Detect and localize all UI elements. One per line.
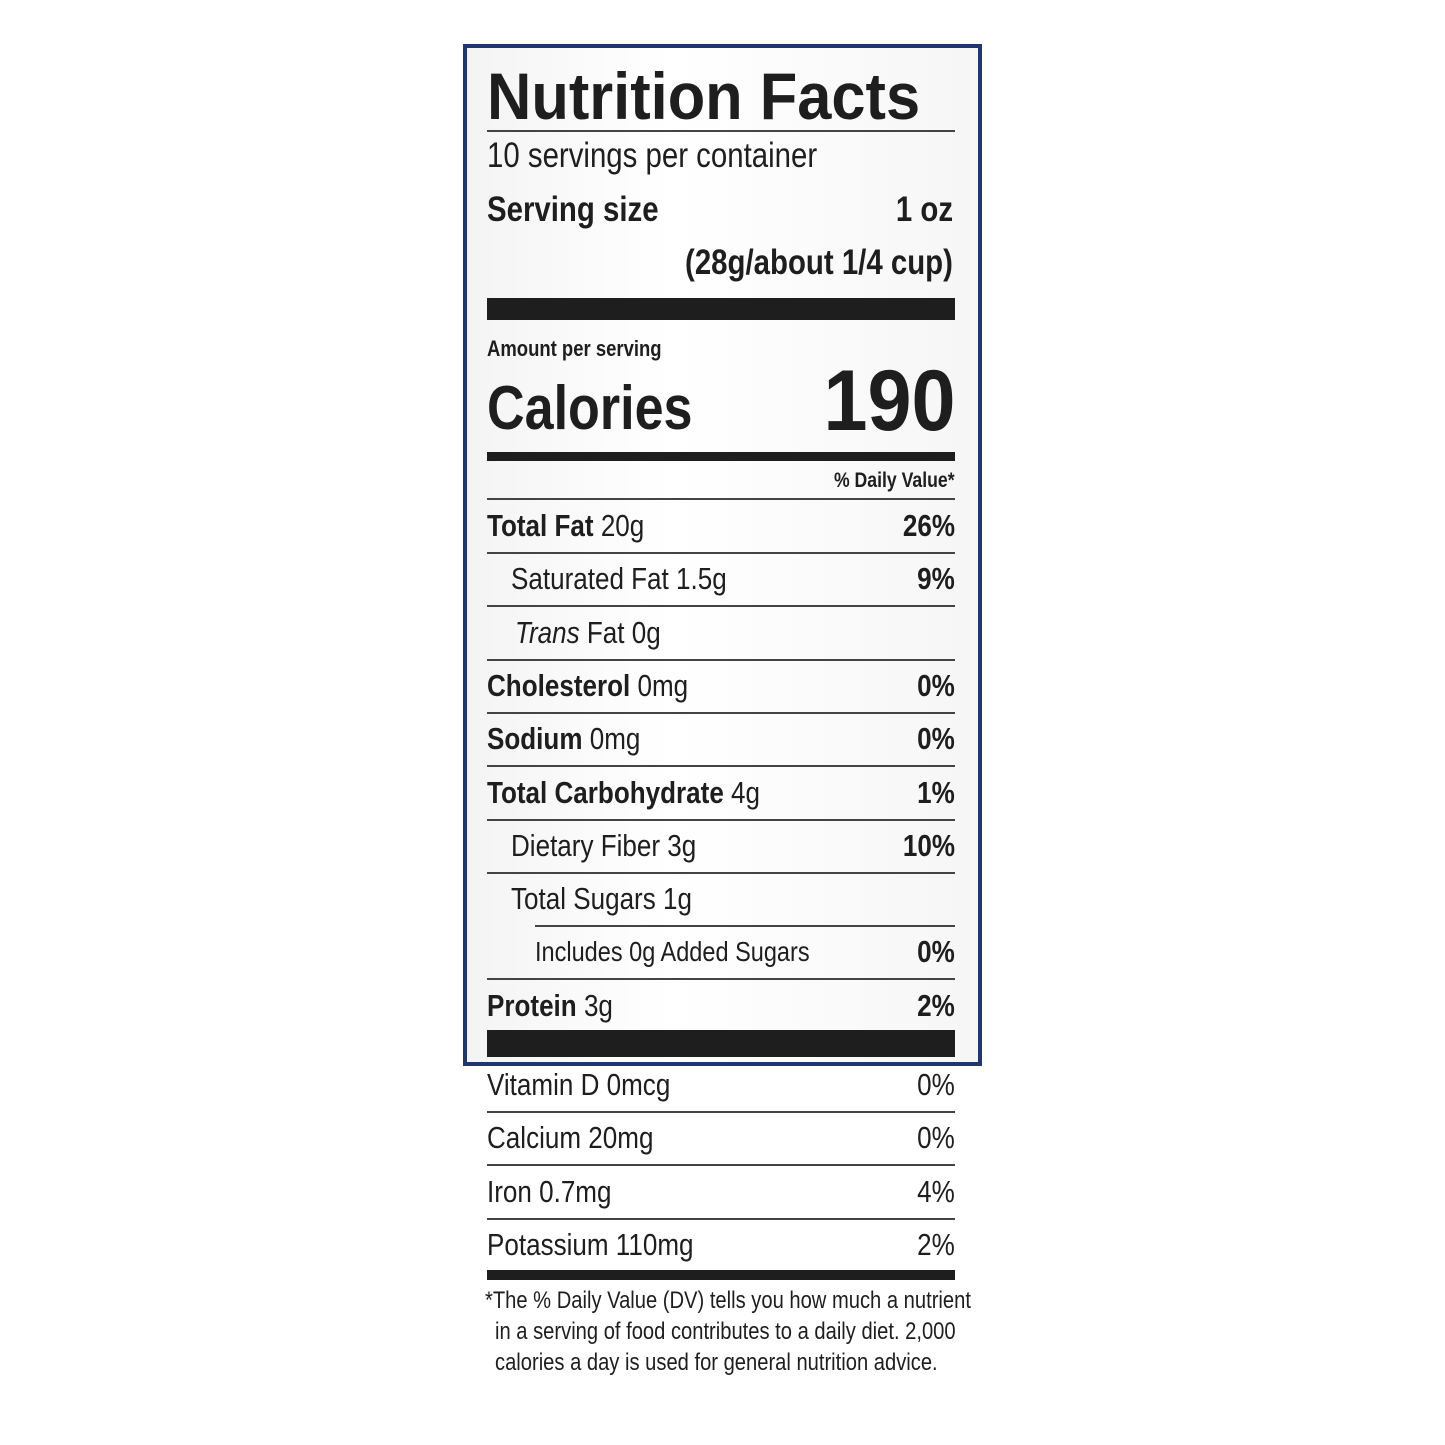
nutrient-dv: 1% [917, 774, 955, 810]
vitamin-name: Vitamin D 0mcg [487, 1067, 671, 1102]
medium-bar [487, 452, 955, 461]
rule [535, 925, 955, 928]
nutrient-row: Total Sugars 1g [511, 879, 692, 919]
rule [487, 658, 955, 661]
rule [487, 871, 955, 874]
nutrient-name: Trans [515, 614, 580, 650]
serving-size-detail: (28g/about 1/4 cup) [685, 243, 953, 282]
nutrient-dv: 0% [917, 721, 955, 757]
amount-per-serving: Amount per serving [487, 336, 662, 361]
nutrient-row: Trans Fat 0g [515, 613, 661, 653]
vitamin-name: Calcium 20mg [487, 1120, 654, 1156]
servings: 10 servings per container [487, 136, 818, 175]
nutrient-amount: 0mg [589, 721, 641, 757]
footnote: *The % Daily Value (DV) tells you how mu… [485, 1287, 971, 1314]
rule [487, 552, 955, 554]
footnote: in a serving of food contributes to a da… [495, 1318, 956, 1345]
nutrient-amount: 1g [663, 881, 692, 917]
nutrient-name: Total Sugars [511, 881, 656, 917]
nutrient-name: Total Fat [487, 508, 594, 543]
nutrient-dv: 0% [917, 934, 955, 970]
nutrient-amount: 0mg [637, 667, 689, 703]
nutrient-amount: 1.5g [676, 561, 727, 597]
nutrient-name: Sodium [487, 721, 583, 757]
nutrient-row: Includes 0g Added Sugars [535, 932, 810, 972]
nutrient-name: Total Carbohydrate [487, 774, 724, 810]
vitamin-name: Potassium 110mg [487, 1226, 694, 1262]
rule [487, 818, 955, 821]
rule [487, 1164, 955, 1167]
nutrient-row: Dietary Fiber 3g [511, 826, 696, 866]
nutrient-name: Saturated Fat [511, 561, 669, 597]
rule [487, 978, 955, 981]
calories-label: Calories [487, 374, 693, 443]
nutrient-amount: 4g [731, 774, 761, 810]
nutrient-row: Sodium 0mg [487, 719, 640, 759]
serving-size-amount: 1 oz [895, 190, 953, 229]
rule [487, 498, 955, 500]
label-panel [463, 44, 982, 1066]
nutrient-name: Includes 0g Added Sugars [535, 936, 810, 968]
vitamin-dv: 0% [917, 1120, 955, 1156]
rule [487, 130, 955, 132]
nutrient-dv: 2% [917, 987, 955, 1023]
nutrient-name: Protein [487, 987, 577, 1023]
thick-bar [487, 298, 955, 320]
rule [487, 765, 955, 768]
thick-bar [487, 1030, 955, 1057]
rule [487, 605, 955, 608]
nutrient-row: Saturated Fat 1.5g [511, 559, 727, 599]
nutrient-row: Protein 3g [487, 986, 613, 1026]
nutrient-name: Cholesterol [487, 667, 631, 703]
vitamin-name: Iron 0.7mg [487, 1173, 612, 1209]
footnote: calories a day is used for general nutri… [495, 1349, 938, 1376]
calories-value: 190 [822, 353, 955, 449]
nutrient-name: Dietary Fiber [511, 827, 661, 863]
nutrient-amount: 3g [667, 827, 697, 863]
vitamin-dv: 4% [917, 1173, 955, 1209]
nutrient-dv: 26% [902, 508, 955, 543]
rule [487, 711, 955, 714]
rule [487, 1111, 955, 1113]
medium-bar [487, 1270, 955, 1280]
nutrient-amount: 3g [583, 987, 613, 1023]
nutrient-row: Cholesterol 0mg [487, 666, 688, 706]
nutrient-row: Total Carbohydrate 4g [487, 773, 760, 813]
vitamin-dv: 2% [917, 1226, 955, 1262]
daily-value-header: % Daily Value* [834, 469, 955, 492]
nutrient-amount: Fat 0g [586, 614, 661, 650]
vitamin-dv: 0% [917, 1067, 955, 1102]
rule [487, 1217, 955, 1220]
nutrient-amount: 20g [600, 508, 645, 543]
nutrient-row: Total Fat 20g [487, 506, 644, 546]
nutrient-dv: 10% [902, 827, 955, 863]
title: Nutrition Facts [487, 59, 921, 133]
nutrient-dv: 0% [917, 667, 955, 703]
serving-size-label: Serving size [487, 190, 659, 229]
nutrient-dv: 9% [917, 561, 955, 597]
